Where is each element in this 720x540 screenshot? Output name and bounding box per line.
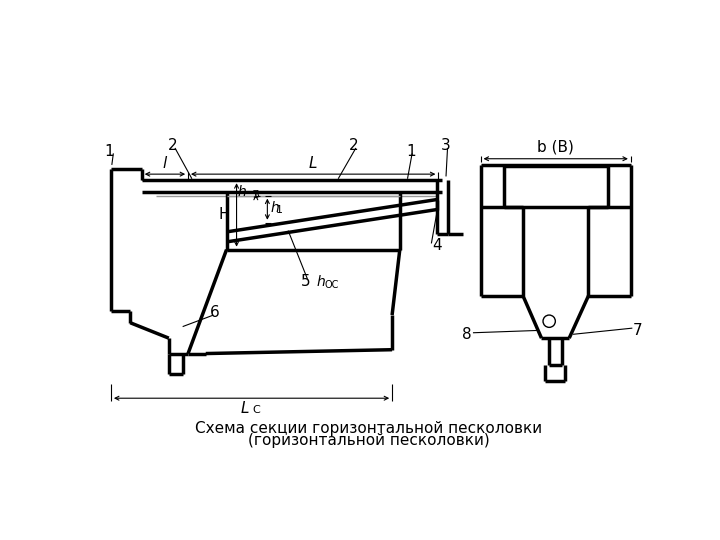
Text: H: H bbox=[218, 207, 230, 222]
Text: L: L bbox=[240, 401, 249, 416]
Text: h: h bbox=[271, 201, 279, 214]
Text: 5: 5 bbox=[301, 274, 310, 289]
Text: 8: 8 bbox=[462, 327, 472, 342]
Text: Схема секции горизонтальной песколовки: Схема секции горизонтальной песколовки bbox=[195, 421, 543, 436]
Text: С: С bbox=[252, 405, 260, 415]
Text: 4: 4 bbox=[432, 238, 442, 253]
Text: (горизонтальной песколовки): (горизонтальной песколовки) bbox=[248, 433, 490, 448]
Text: 3: 3 bbox=[252, 190, 259, 200]
Text: 2: 2 bbox=[168, 138, 177, 153]
Text: 1: 1 bbox=[276, 205, 283, 215]
Text: ОС: ОС bbox=[324, 280, 338, 290]
Text: L: L bbox=[309, 156, 318, 171]
Text: 2: 2 bbox=[348, 138, 359, 153]
Text: l: l bbox=[163, 156, 167, 171]
Text: 1: 1 bbox=[104, 144, 114, 159]
Text: h: h bbox=[238, 185, 246, 199]
Text: 1: 1 bbox=[407, 144, 416, 159]
Text: b (В): b (В) bbox=[537, 139, 574, 154]
Text: h: h bbox=[317, 275, 325, 289]
Text: 3: 3 bbox=[441, 138, 451, 153]
Text: 6: 6 bbox=[210, 305, 220, 320]
Text: 7: 7 bbox=[633, 323, 643, 338]
